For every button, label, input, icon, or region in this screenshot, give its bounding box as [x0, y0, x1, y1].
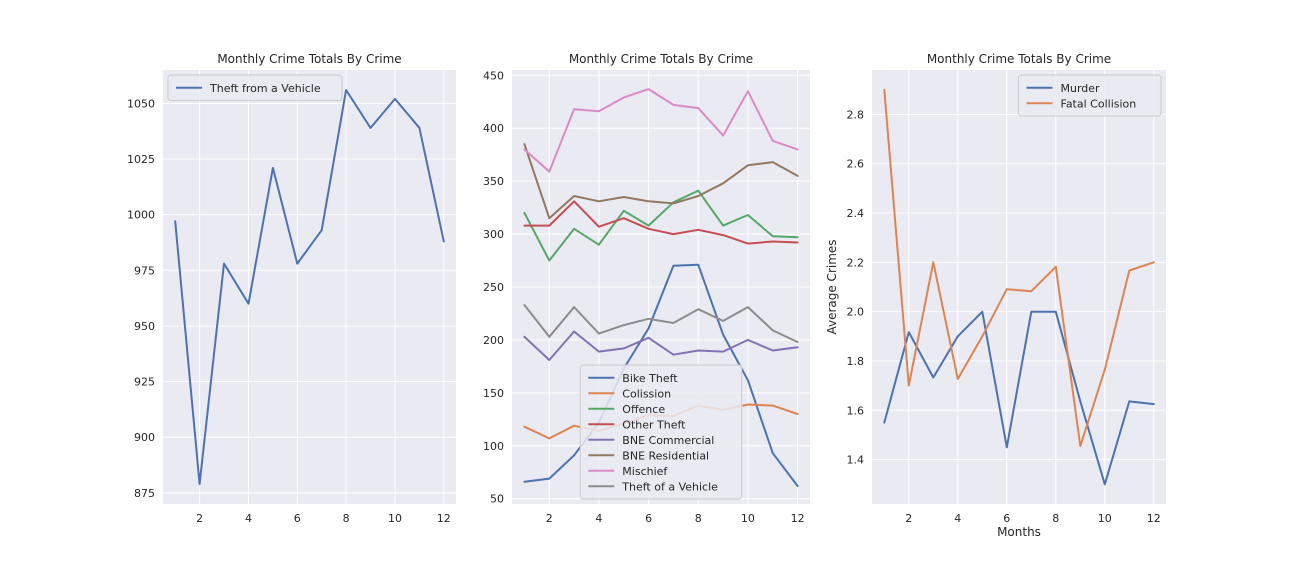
legend-box	[1018, 74, 1162, 117]
legend-label: Theft from a Vehicle	[209, 82, 321, 95]
chart-title: Monthly Crime Totals By Crime	[927, 52, 1111, 66]
chart-title: Monthly Crime Totals By Crime	[569, 52, 753, 66]
series-line-theft-from-a-vehicle	[174, 89, 445, 485]
legend-label: Offence	[622, 403, 665, 416]
y-tick-label: 400	[483, 122, 504, 135]
x-tick-label: 2	[196, 512, 203, 525]
y-tick-label: 250	[483, 281, 504, 294]
y-tick-label: 2.4	[847, 207, 865, 220]
y-tick-label: 1.6	[847, 404, 865, 417]
y-tick-label: 300	[483, 228, 504, 241]
x-tick-label: 10	[388, 512, 402, 525]
series-line-mischief	[523, 88, 799, 173]
series-line-bne-commercial	[523, 330, 799, 361]
x-tick-label: 2	[905, 512, 912, 525]
legend-label: Bike Theft	[622, 372, 678, 385]
legend-label: Mischief	[622, 465, 668, 478]
y-tick-label: 975	[134, 264, 155, 277]
x-tick-label: 6	[645, 512, 652, 525]
x-tick-label: 8	[343, 512, 350, 525]
legend-label: BNE Residential	[622, 449, 709, 462]
legend-box	[579, 364, 743, 500]
series-line-fatal-collision	[883, 88, 1155, 448]
y-tick-label: 50	[490, 493, 504, 506]
series-line-theft-of-a-vehicle	[523, 304, 799, 343]
y-tick-label: 2.0	[847, 306, 865, 319]
y-tick-label: 875	[134, 487, 155, 500]
y-tick-label: 2.8	[847, 108, 865, 121]
series-line-bike-theft	[523, 263, 799, 487]
series-line-other-theft	[523, 200, 799, 245]
x-tick-label: 10	[1098, 512, 1112, 525]
legend-label: Theft of a Vehicle	[621, 480, 718, 493]
legend: Bike Theft Colission Offence Other Theft BNE…	[579, 364, 743, 500]
x-axis-label: Months	[997, 525, 1041, 539]
y-tick-label: 1.8	[847, 355, 865, 368]
x-tick-label: 2	[546, 512, 553, 525]
x-tick-label: 4	[245, 512, 252, 525]
legend-label: Colission	[622, 387, 671, 400]
y-tick-label: 350	[483, 175, 504, 188]
chart-panel-crime-totals: 2 4 6 8 10 12 50 100 150 200 250 300 350 400 450 Monthl…	[483, 52, 810, 525]
y-tick-label: 200	[483, 334, 504, 347]
chart-title: Monthly Crime Totals By Crime	[217, 52, 401, 66]
legend-box	[167, 74, 343, 101]
series-line-offence	[523, 189, 799, 262]
y-tick-label: 900	[134, 431, 155, 444]
legend-label: Other Theft	[622, 418, 686, 431]
y-axis-label: Average Crimes	[825, 239, 839, 334]
legend-label: Murder	[1061, 82, 1101, 95]
legend: Murder Fatal Collision	[1018, 74, 1162, 117]
y-tick-label: 150	[483, 387, 504, 400]
y-tick-label: 925	[134, 376, 155, 389]
x-tick-label: 8	[1052, 512, 1059, 525]
y-tick-label: 2.2	[847, 256, 865, 269]
x-tick-label: 6	[1003, 512, 1010, 525]
plot-area	[163, 70, 456, 504]
x-tick-label: 8	[695, 512, 702, 525]
legend: Theft from a Vehicle	[167, 74, 343, 101]
x-tick-label: 12	[437, 512, 451, 525]
chart-panel-theft-from-vehicle: 2 4 6 8 10 12 875 900 925 950 975 1000 1025 1050 Month…	[127, 52, 456, 525]
y-tick-label: 100	[483, 440, 504, 453]
plot-area	[872, 70, 1166, 504]
x-tick-label: 6	[294, 512, 301, 525]
y-tick-label: 1025	[127, 153, 155, 166]
y-tick-label: 450	[483, 69, 504, 82]
x-tick-label: 12	[791, 512, 805, 525]
legend-label: BNE Commercial	[622, 434, 714, 447]
x-tick-label: 4	[954, 512, 961, 525]
chart-panel-average-crimes: 2 4 6 8 10 12 1.4 1.6 1.8 2.0 2.2 2.4 2.6 2.8 Monthly …	[825, 52, 1166, 539]
series-line-bne-residential	[523, 143, 799, 220]
y-tick-label: 950	[134, 320, 155, 333]
y-tick-label: 1.4	[847, 454, 865, 467]
x-tick-label: 4	[595, 512, 602, 525]
series-line-murder	[883, 310, 1155, 486]
x-tick-label: 10	[741, 512, 755, 525]
y-tick-label: 2.6	[847, 158, 865, 171]
legend-label: Fatal Collision	[1061, 97, 1137, 110]
x-tick-label: 12	[1147, 512, 1161, 525]
y-tick-label: 1050	[127, 97, 155, 110]
y-tick-label: 1000	[127, 209, 155, 222]
